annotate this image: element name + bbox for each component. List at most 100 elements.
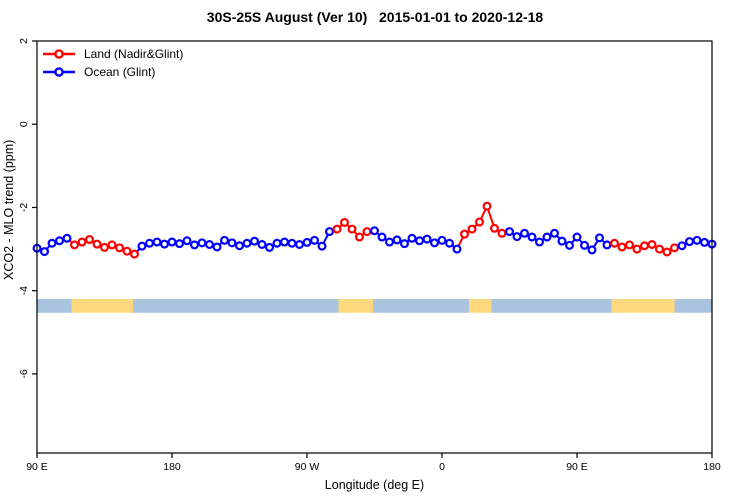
data-point-ocean xyxy=(39,247,49,257)
y-tick-label: -4 xyxy=(18,286,30,295)
surface-band-land-segment xyxy=(469,299,492,313)
data-point-land xyxy=(647,240,657,250)
data-point-ocean xyxy=(699,237,709,247)
data-point-ocean xyxy=(407,233,417,243)
data-point-ocean xyxy=(385,237,395,247)
surface-band-land-segment xyxy=(338,299,373,313)
data-point-ocean xyxy=(564,240,574,250)
x-tick-label: 180 xyxy=(163,461,181,473)
plot-frame xyxy=(36,40,713,454)
data-point-ocean xyxy=(677,241,687,251)
data-point-ocean xyxy=(445,238,455,248)
data-point-ocean xyxy=(557,236,567,246)
data-point-ocean xyxy=(505,227,515,237)
data-point-ocean xyxy=(594,233,604,243)
data-point-ocean xyxy=(190,240,200,250)
surface-band-ocean-segment xyxy=(491,299,612,313)
data-point-ocean xyxy=(370,226,380,236)
surface-band-ocean-segment xyxy=(133,299,339,313)
data-point-ocean xyxy=(205,240,215,250)
data-point-land xyxy=(609,238,619,248)
data-point-land xyxy=(617,242,627,252)
surface-band-ocean-segment xyxy=(674,299,712,313)
y-tick-label: -6 xyxy=(18,369,30,378)
data-point-ocean xyxy=(692,235,702,245)
data-point-land xyxy=(347,224,357,234)
data-point-ocean xyxy=(512,232,522,242)
data-point-ocean xyxy=(47,238,57,248)
data-point-ocean xyxy=(265,242,275,252)
data-point-ocean xyxy=(415,236,425,246)
surface-band-ocean-segment xyxy=(373,299,469,313)
y-tick-label: 0 xyxy=(18,121,30,127)
data-point-land xyxy=(662,247,672,257)
data-point-ocean xyxy=(160,239,170,249)
data-point-land xyxy=(624,240,634,250)
legend-label-land: Land (Nadir&Glint) xyxy=(84,47,183,61)
data-point-land xyxy=(669,243,679,253)
data-point-ocean xyxy=(175,239,185,249)
x-tick-label: 90 E xyxy=(566,461,588,473)
data-point-land xyxy=(355,232,365,242)
chart-title: 30S-25S August (Ver 10) 2015-01-01 to 20… xyxy=(206,9,544,25)
data-point-ocean xyxy=(572,232,582,242)
data-point-land xyxy=(340,217,350,227)
data-point-ocean xyxy=(317,241,327,251)
data-point-ocean xyxy=(220,235,230,245)
x-tick-label: 90 E xyxy=(26,461,48,473)
data-point-ocean xyxy=(579,240,589,250)
x-tick-label: 180 xyxy=(703,461,721,473)
x-tick-label: 0 xyxy=(439,461,445,473)
data-point-ocean xyxy=(197,238,207,248)
data-point-ocean xyxy=(527,232,537,242)
data-point-ocean xyxy=(430,238,440,248)
data-point-land xyxy=(332,224,342,234)
surface-band-ocean-segment xyxy=(37,299,72,313)
data-point-ocean xyxy=(400,239,410,249)
legend-marker-land xyxy=(54,49,64,59)
data-point-ocean xyxy=(257,240,267,250)
data-point-land xyxy=(654,244,664,254)
data-point-ocean xyxy=(452,244,462,254)
x-tick-label: 90 W xyxy=(295,461,320,473)
data-point-ocean xyxy=(167,237,177,247)
data-point-land xyxy=(467,224,477,234)
data-point-ocean xyxy=(280,237,290,247)
data-point-land xyxy=(130,249,140,259)
data-point-land xyxy=(475,217,485,227)
x-axis-label: Longitude (deg E) xyxy=(324,478,425,492)
data-point-land xyxy=(362,227,372,237)
data-point-land xyxy=(107,240,117,250)
data-point-land xyxy=(497,228,507,238)
data-point-ocean xyxy=(392,235,402,245)
data-point-land xyxy=(69,240,79,250)
y-tick-label: -2 xyxy=(18,203,30,212)
data-point-ocean xyxy=(377,232,387,242)
data-point-land xyxy=(632,244,642,254)
surface-band-land-segment xyxy=(71,299,133,313)
data-point-ocean xyxy=(602,240,612,250)
data-point-ocean xyxy=(235,241,245,251)
data-point-ocean xyxy=(152,237,162,247)
surface-band-land-segment xyxy=(611,299,675,313)
data-point-ocean xyxy=(437,235,447,245)
data-point-ocean xyxy=(519,228,529,238)
data-point-land xyxy=(639,241,649,251)
data-point-ocean xyxy=(137,241,147,251)
data-point-land xyxy=(114,243,124,253)
data-point-ocean xyxy=(534,237,544,247)
data-point-land xyxy=(122,246,132,256)
data-point-land xyxy=(490,223,500,233)
data-point-ocean xyxy=(295,240,305,250)
data-point-ocean xyxy=(287,238,297,248)
data-point-ocean xyxy=(422,234,432,244)
data-point-ocean xyxy=(212,242,222,252)
data-point-ocean xyxy=(542,232,552,242)
data-point-land xyxy=(92,239,102,249)
data-point-ocean xyxy=(54,236,64,246)
y-tick-label: 2 xyxy=(18,38,30,44)
data-point-ocean xyxy=(182,236,192,246)
data-point-land xyxy=(460,229,470,239)
data-point-ocean xyxy=(242,238,252,248)
